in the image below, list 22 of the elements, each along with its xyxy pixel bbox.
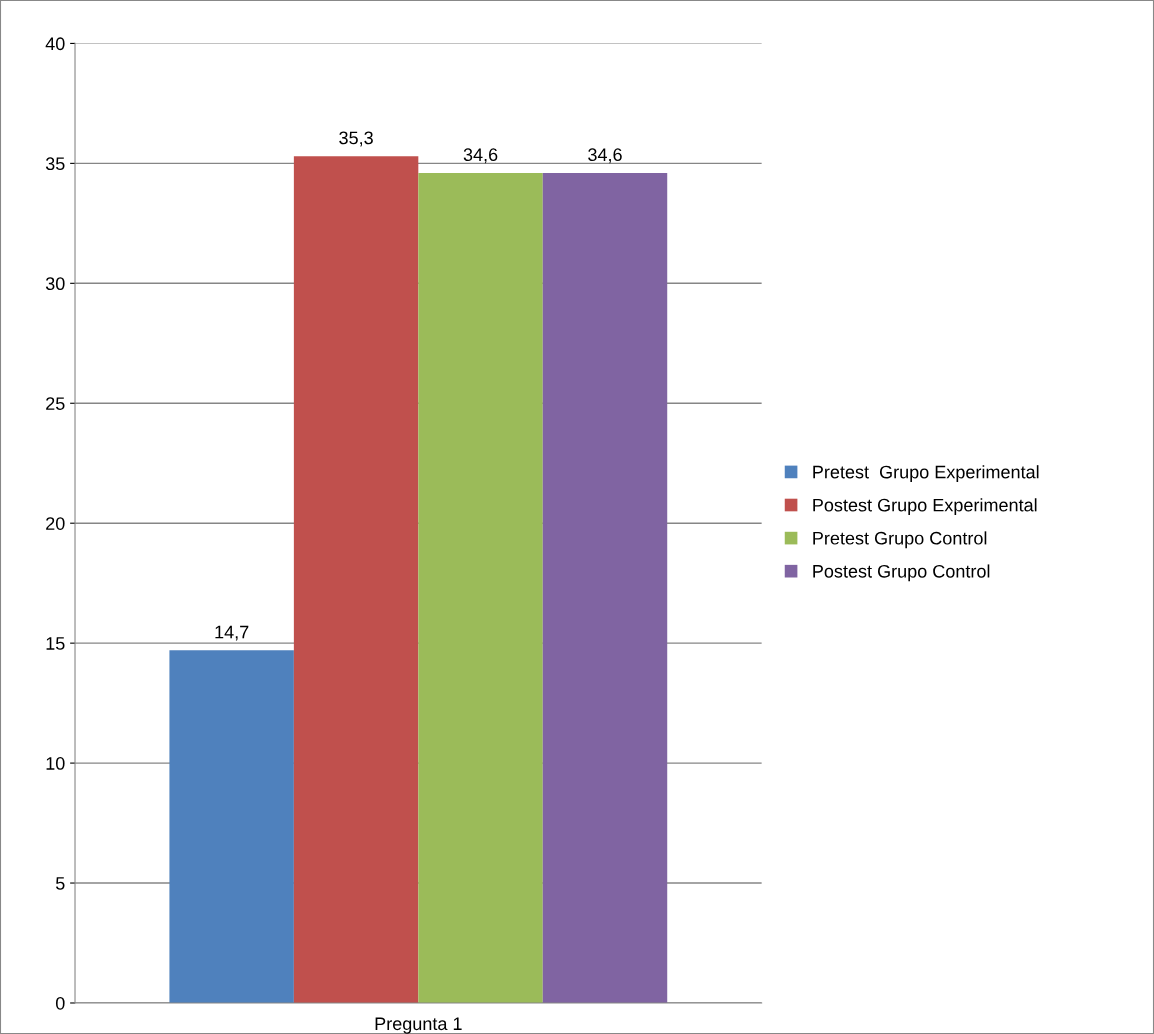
bar — [418, 172, 543, 1003]
data-label: 34,6 — [463, 148, 498, 164]
y-tick-label: 25 — [46, 397, 65, 410]
y-tick-label: 10 — [46, 757, 65, 770]
y-tick-label: 35 — [45, 157, 65, 171]
bar — [169, 650, 294, 1003]
bar — [293, 156, 419, 1003]
y-tick-label: 30 — [45, 277, 65, 291]
legend-label: Pretest Grupo Control — [813, 531, 987, 549]
legend-label: Pretest Grupo Experimental — [813, 465, 1039, 482]
y-tick-label: 15 — [46, 637, 65, 650]
data-label: 35,3 — [339, 131, 373, 147]
y-tick-label: 40 — [45, 37, 65, 51]
legend-label: Postest Grupo Control — [813, 564, 990, 582]
y-tick-label: 20 — [46, 517, 65, 530]
data-label: 14,7 — [215, 625, 249, 641]
x-tick-label: Pregunta 1 — [375, 1017, 462, 1034]
data-label: 34,6 — [588, 148, 622, 164]
y-tick-label: 0 — [55, 996, 65, 1010]
y-tick-label: 5 — [55, 877, 65, 890]
bar — [542, 172, 668, 1003]
legend-label: Postest Grupo Experimental — [813, 498, 1037, 516]
